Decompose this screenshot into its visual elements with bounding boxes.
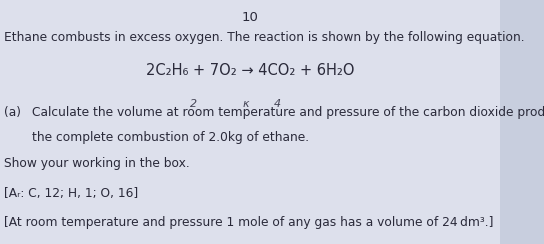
Text: Show your working in the box.: Show your working in the box. (4, 157, 190, 170)
Text: 2: 2 (189, 99, 197, 109)
Text: [Aᵣ: C, 12; H, 1; O, 16]: [Aᵣ: C, 12; H, 1; O, 16] (4, 187, 139, 200)
Text: [At room temperature and pressure 1 mole of any gas has a volume of 24 dm³.]: [At room temperature and pressure 1 mole… (4, 216, 494, 229)
Text: the complete combustion of 2.0kg of ethane.: the complete combustion of 2.0kg of etha… (32, 131, 308, 143)
Text: 4: 4 (274, 99, 281, 109)
Text: (a): (a) (4, 106, 21, 119)
Text: Ethane combusts in excess oxygen. The reaction is shown by the following equatio: Ethane combusts in excess oxygen. The re… (4, 30, 525, 43)
Text: Calculate the volume at room temperature and pressure of the carbon dioxide prod: Calculate the volume at room temperature… (32, 106, 544, 119)
Text: 10: 10 (242, 11, 259, 24)
Text: κ: κ (243, 99, 249, 109)
Text: 2C₂H₆ + 7O₂ → 4CO₂ + 6H₂O: 2C₂H₆ + 7O₂ → 4CO₂ + 6H₂O (146, 63, 355, 78)
